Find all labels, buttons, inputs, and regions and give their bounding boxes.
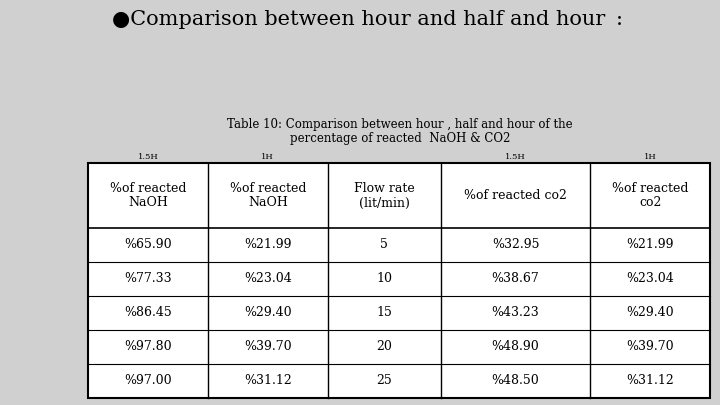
Text: %65.90: %65.90 xyxy=(124,239,172,252)
Text: %86.45: %86.45 xyxy=(124,307,172,320)
Text: Table 10: Comparison between hour , half and hour of the: Table 10: Comparison between hour , half… xyxy=(228,118,573,131)
Text: %21.99: %21.99 xyxy=(626,239,674,252)
Text: 15: 15 xyxy=(377,307,392,320)
Text: %32.95: %32.95 xyxy=(492,239,539,252)
Text: 5: 5 xyxy=(380,239,388,252)
Text: %39.70: %39.70 xyxy=(244,341,292,354)
Text: 25: 25 xyxy=(377,375,392,388)
Text: percentage of reacted  NaOH & CO2: percentage of reacted NaOH & CO2 xyxy=(290,132,510,145)
Text: %38.67: %38.67 xyxy=(492,273,539,286)
Text: %48.90: %48.90 xyxy=(492,341,539,354)
Text: Flow rate
(lit/min): Flow rate (lit/min) xyxy=(354,181,415,209)
Text: %97.00: %97.00 xyxy=(124,375,172,388)
Text: %23.04: %23.04 xyxy=(626,273,674,286)
Text: %21.99: %21.99 xyxy=(244,239,292,252)
Text: %48.50: %48.50 xyxy=(492,375,539,388)
Bar xyxy=(88,163,710,398)
Text: %of reacted co2: %of reacted co2 xyxy=(464,189,567,202)
Text: %43.23: %43.23 xyxy=(492,307,539,320)
Text: %97.80: %97.80 xyxy=(124,341,172,354)
Text: %31.12: %31.12 xyxy=(244,375,292,388)
Text: %of reacted
NaOH: %of reacted NaOH xyxy=(230,181,306,209)
Text: %of reacted
co2: %of reacted co2 xyxy=(612,181,688,209)
Text: %31.12: %31.12 xyxy=(626,375,674,388)
Text: %77.33: %77.33 xyxy=(124,273,172,286)
Text: 1.5H: 1.5H xyxy=(138,153,158,161)
Text: 10: 10 xyxy=(377,273,392,286)
Text: %29.40: %29.40 xyxy=(244,307,292,320)
Text: %23.04: %23.04 xyxy=(244,273,292,286)
Text: 1H: 1H xyxy=(261,153,274,161)
Text: ●Comparison between hour and half and hour  :: ●Comparison between hour and half and ho… xyxy=(112,10,623,29)
Text: %39.70: %39.70 xyxy=(626,341,674,354)
Text: 20: 20 xyxy=(377,341,392,354)
Text: 1H: 1H xyxy=(644,153,657,161)
Text: 1.5H: 1.5H xyxy=(505,153,526,161)
Text: %29.40: %29.40 xyxy=(626,307,674,320)
Text: %of reacted
NaOH: %of reacted NaOH xyxy=(109,181,186,209)
